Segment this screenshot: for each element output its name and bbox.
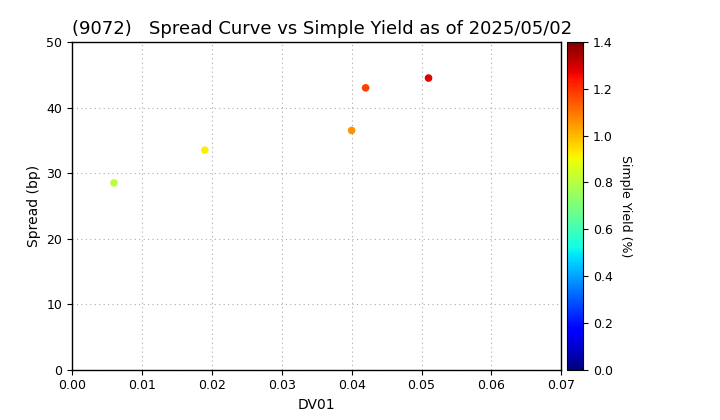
Point	[108, 179, 120, 186]
Point	[199, 147, 210, 153]
Text: (9072)   Spread Curve vs Simple Yield as of 2025/05/02: (9072) Spread Curve vs Simple Yield as o…	[72, 20, 572, 38]
Point	[346, 127, 357, 134]
Point	[360, 84, 372, 91]
X-axis label: DV01: DV01	[298, 398, 336, 412]
Point	[423, 75, 434, 81]
Y-axis label: Spread (bp): Spread (bp)	[27, 165, 41, 247]
Y-axis label: Simple Yield (%): Simple Yield (%)	[619, 155, 632, 257]
